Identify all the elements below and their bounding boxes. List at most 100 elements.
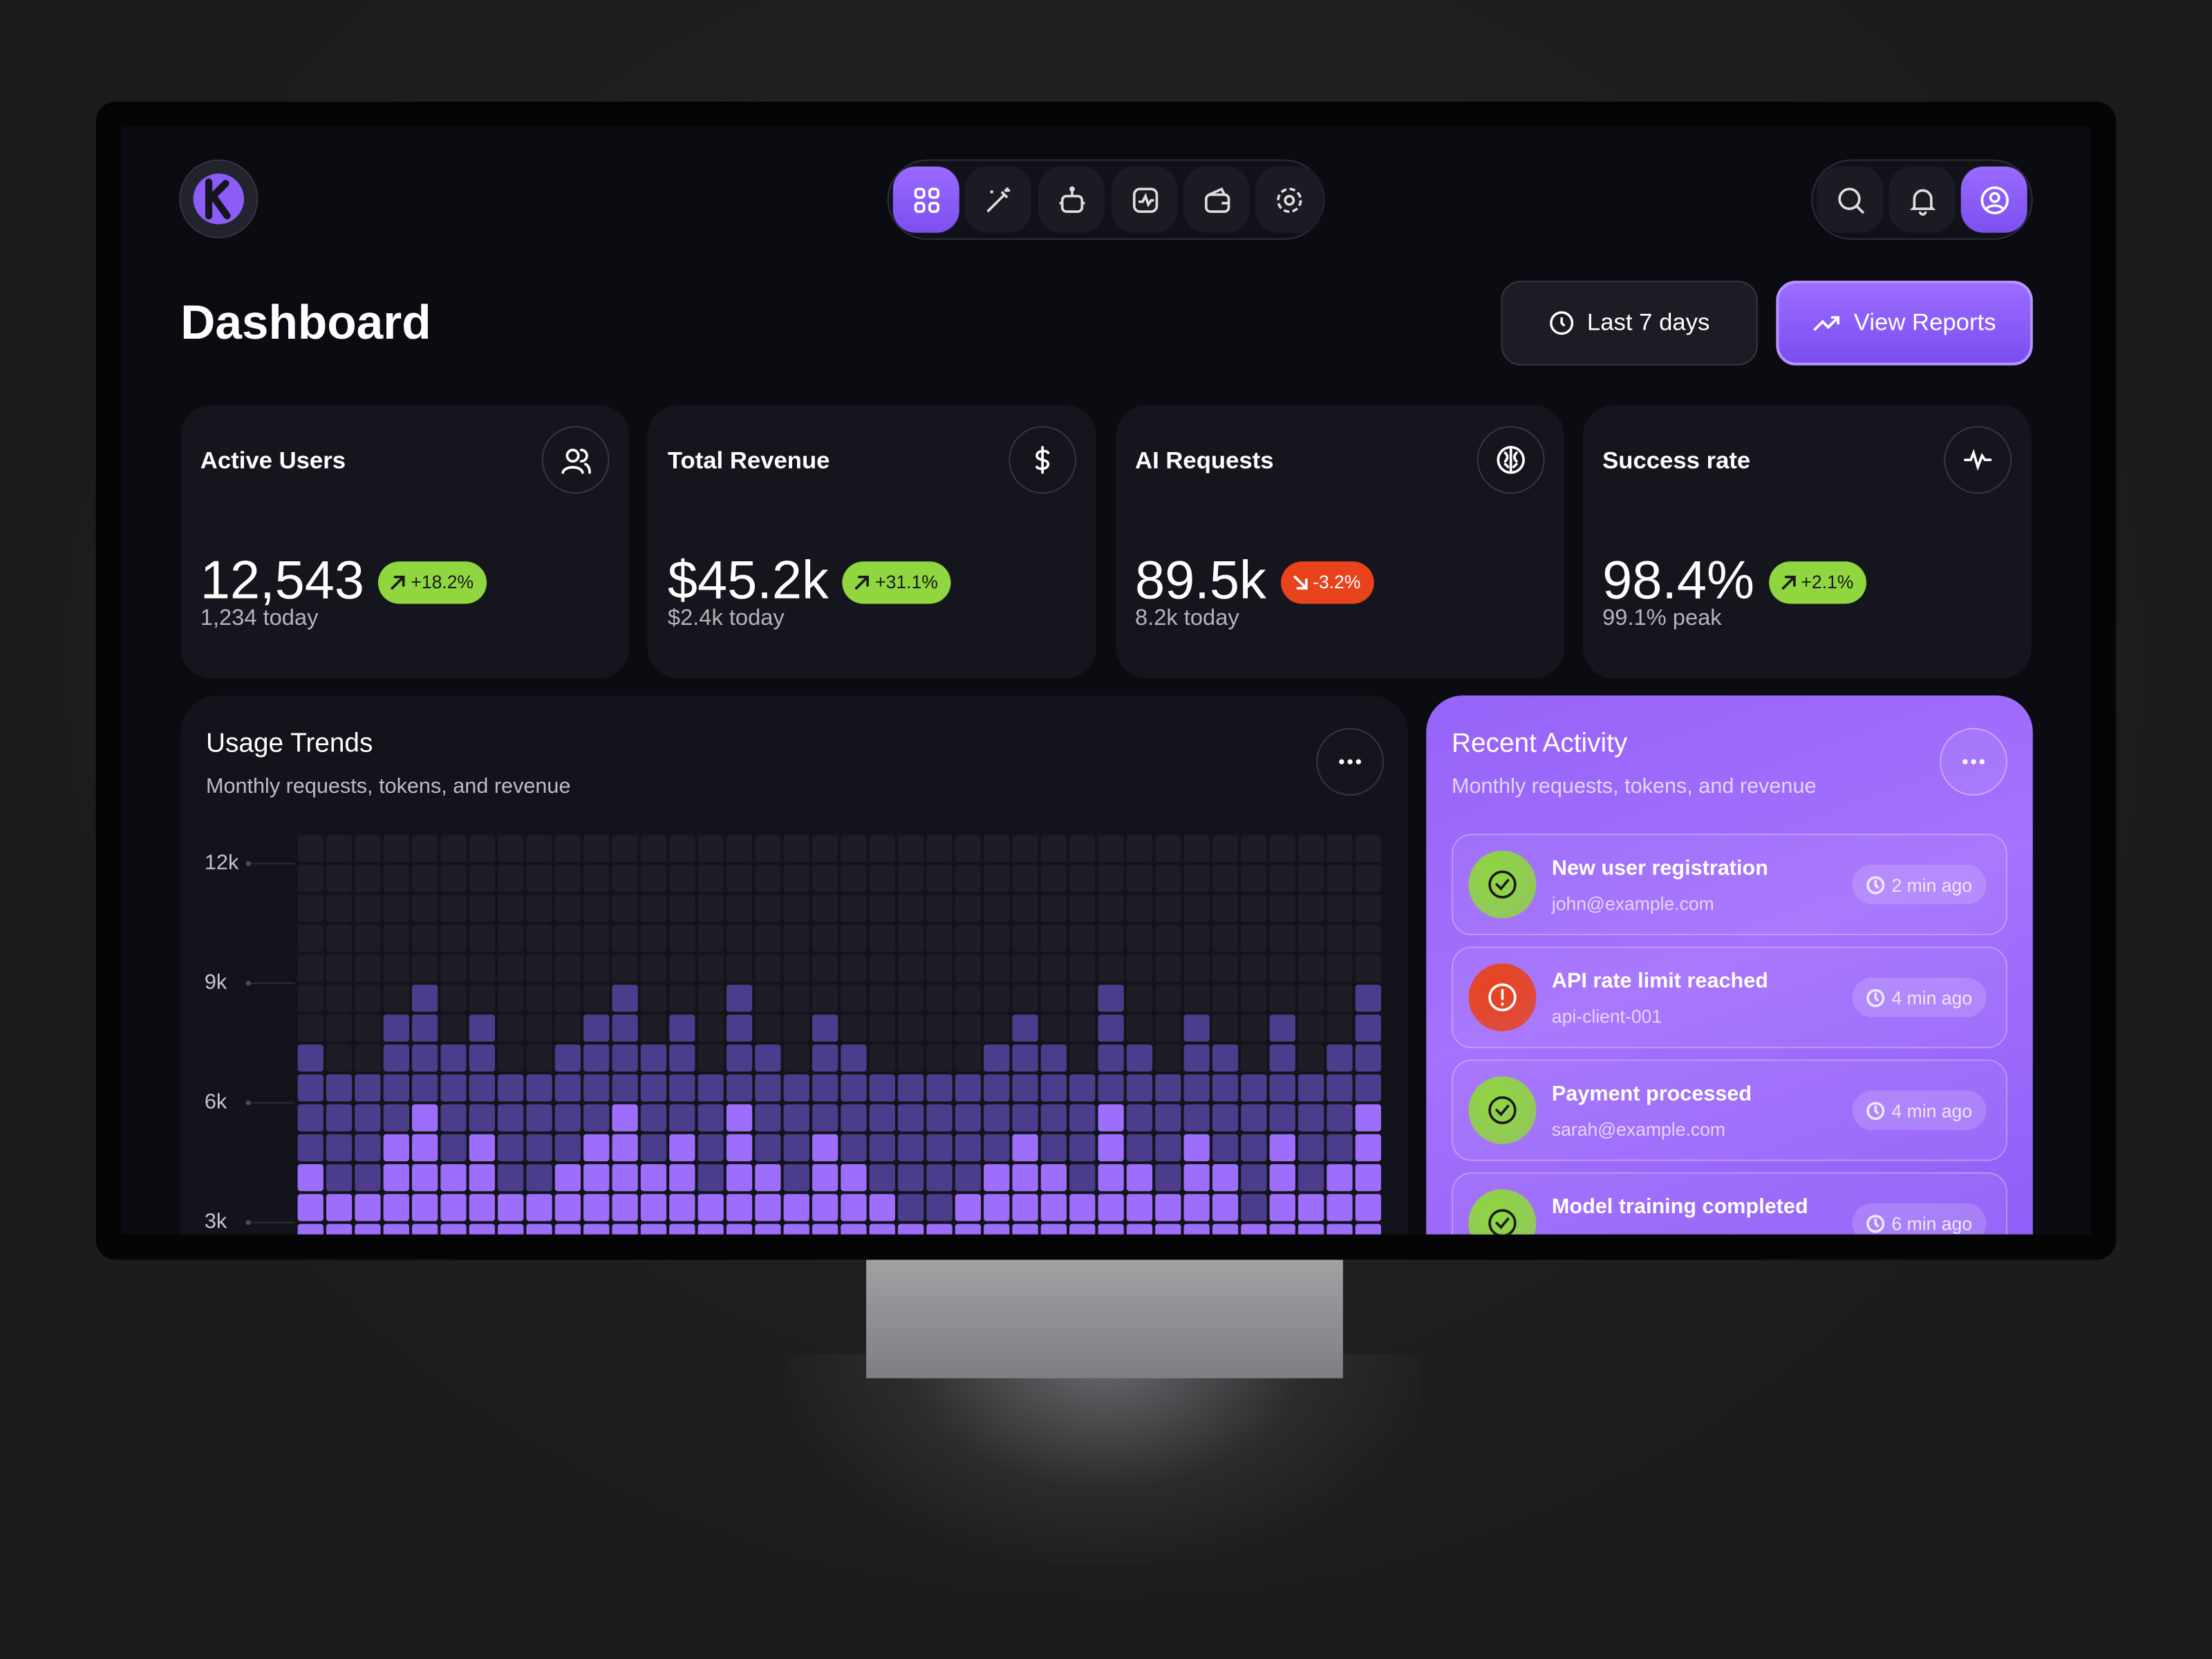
grid-cell	[898, 865, 924, 892]
bar-cell	[412, 1074, 438, 1102]
bar-cell	[1040, 1194, 1067, 1221]
stat-title: Total Revenue	[667, 447, 830, 474]
grid-cell	[469, 984, 495, 1012]
notifications-button[interactable]	[1888, 166, 1956, 233]
stat-icon	[1943, 426, 2012, 494]
grid-cell	[697, 955, 724, 982]
screen: Dashboard Last 7 days View Reports Activ…	[121, 126, 2091, 1235]
bar-cell	[1212, 1104, 1239, 1132]
activity-menu[interactable]	[1940, 728, 2008, 796]
nav-wallet[interactable]	[1183, 166, 1250, 233]
bar-cell	[869, 1104, 895, 1132]
bar-cell	[726, 984, 753, 1012]
tick-dot	[245, 980, 251, 986]
bar-cell	[812, 1164, 838, 1192]
logo[interactable]	[179, 159, 259, 238]
bar-cell	[898, 1134, 924, 1161]
grid-cell	[669, 924, 695, 953]
bar-cell	[583, 1074, 610, 1102]
change-text: +31.1%	[875, 571, 938, 593]
nav-magic[interactable]	[964, 166, 1031, 233]
bar-cell	[669, 1074, 695, 1102]
grid-cell	[1155, 865, 1181, 892]
nav-settings[interactable]	[1255, 166, 1322, 233]
icon	[1866, 988, 1885, 1007]
usage-menu[interactable]	[1316, 728, 1385, 796]
grid-cell	[1155, 955, 1181, 982]
search-button[interactable]	[1817, 166, 1884, 233]
bar-cell	[1183, 1134, 1210, 1161]
range-button[interactable]: Last 7 days	[1501, 281, 1758, 366]
grid-cell	[498, 865, 524, 892]
bar-cell	[1269, 1164, 1295, 1192]
bar-segment	[955, 1194, 982, 1235]
usage-title: Usage Trends	[205, 729, 373, 759]
grid-cell	[869, 1044, 895, 1072]
stat-note: 8.2k today	[1135, 606, 1239, 631]
bar-segment	[812, 1134, 838, 1235]
activity-time: 4 min ago	[1852, 1090, 1987, 1130]
reports-button[interactable]: View Reports	[1776, 281, 2033, 366]
bar-cell	[383, 1014, 409, 1042]
grid-cell	[326, 1014, 353, 1042]
grid-cell	[869, 984, 895, 1012]
bar-cell	[1098, 1134, 1124, 1161]
bar-cell	[583, 1164, 610, 1192]
activity-item[interactable]: Payment processed sarah@example.com 4 min …	[1451, 1059, 2008, 1161]
bar-cell	[326, 1194, 353, 1221]
nav-bot[interactable]	[1038, 166, 1105, 233]
activity-item[interactable]: Model training completed 6 min ago	[1451, 1172, 2008, 1235]
grid-cell	[1355, 835, 1381, 863]
nav-activity[interactable]	[1112, 166, 1179, 233]
change-badge: +31.1%	[843, 561, 951, 603]
activity-item[interactable]: New user registration john@example.com 2 m…	[1451, 834, 2008, 936]
icon	[1485, 1206, 1519, 1235]
bar-cell	[812, 1134, 838, 1161]
bar-cell	[469, 1224, 495, 1235]
grid-cell	[1155, 924, 1181, 953]
time-text: 4 min ago	[1891, 1099, 1973, 1121]
grid-cell	[755, 865, 781, 892]
bar-cell	[469, 1074, 495, 1102]
bar-cell	[1183, 1164, 1210, 1192]
grid-cell	[955, 1014, 982, 1042]
bar-cell	[383, 1044, 409, 1072]
bar-cell	[383, 1194, 409, 1221]
profile-button[interactable]	[1960, 166, 2027, 233]
grid-cell	[326, 865, 353, 892]
stat-value: $45.2k	[667, 551, 829, 611]
grid-cell	[1098, 835, 1124, 863]
bar-cell	[1155, 1074, 1181, 1102]
grid-cell	[1269, 894, 1295, 922]
bar-segment	[926, 1224, 953, 1235]
status-icon	[1468, 963, 1537, 1031]
bar-cell	[812, 1224, 838, 1235]
bar-cell	[583, 1014, 610, 1042]
bar-segment	[1012, 1014, 1038, 1132]
bar-segment	[1212, 1164, 1239, 1235]
bar-segment	[355, 1074, 381, 1192]
grid-cell	[898, 924, 924, 953]
grid-cell	[1040, 1014, 1067, 1042]
bar-segment	[1126, 1044, 1153, 1161]
bar-cell	[1040, 1224, 1067, 1235]
grid-cell	[554, 865, 581, 892]
grid-cell	[355, 984, 381, 1012]
bar-cell	[1355, 1134, 1381, 1161]
grid-cell	[1327, 865, 1353, 892]
bar-cell	[726, 1104, 753, 1132]
grid-cell	[440, 955, 467, 982]
bar-cell	[640, 1134, 667, 1161]
bar-cell	[669, 1134, 695, 1161]
bar-segment	[841, 1164, 867, 1235]
nav-dashboard[interactable]	[892, 166, 959, 233]
bar-cell	[726, 1164, 753, 1192]
activity-item[interactable]: API rate limit reached api-client-001 4 mi…	[1451, 946, 2008, 1049]
bar-cell	[841, 1044, 867, 1072]
grid-cell	[583, 984, 610, 1012]
stat-value: 12,543	[200, 551, 365, 611]
icon-graphic	[1035, 446, 1050, 474]
bar-cell	[926, 1134, 953, 1161]
bar-cell	[1012, 1164, 1038, 1192]
